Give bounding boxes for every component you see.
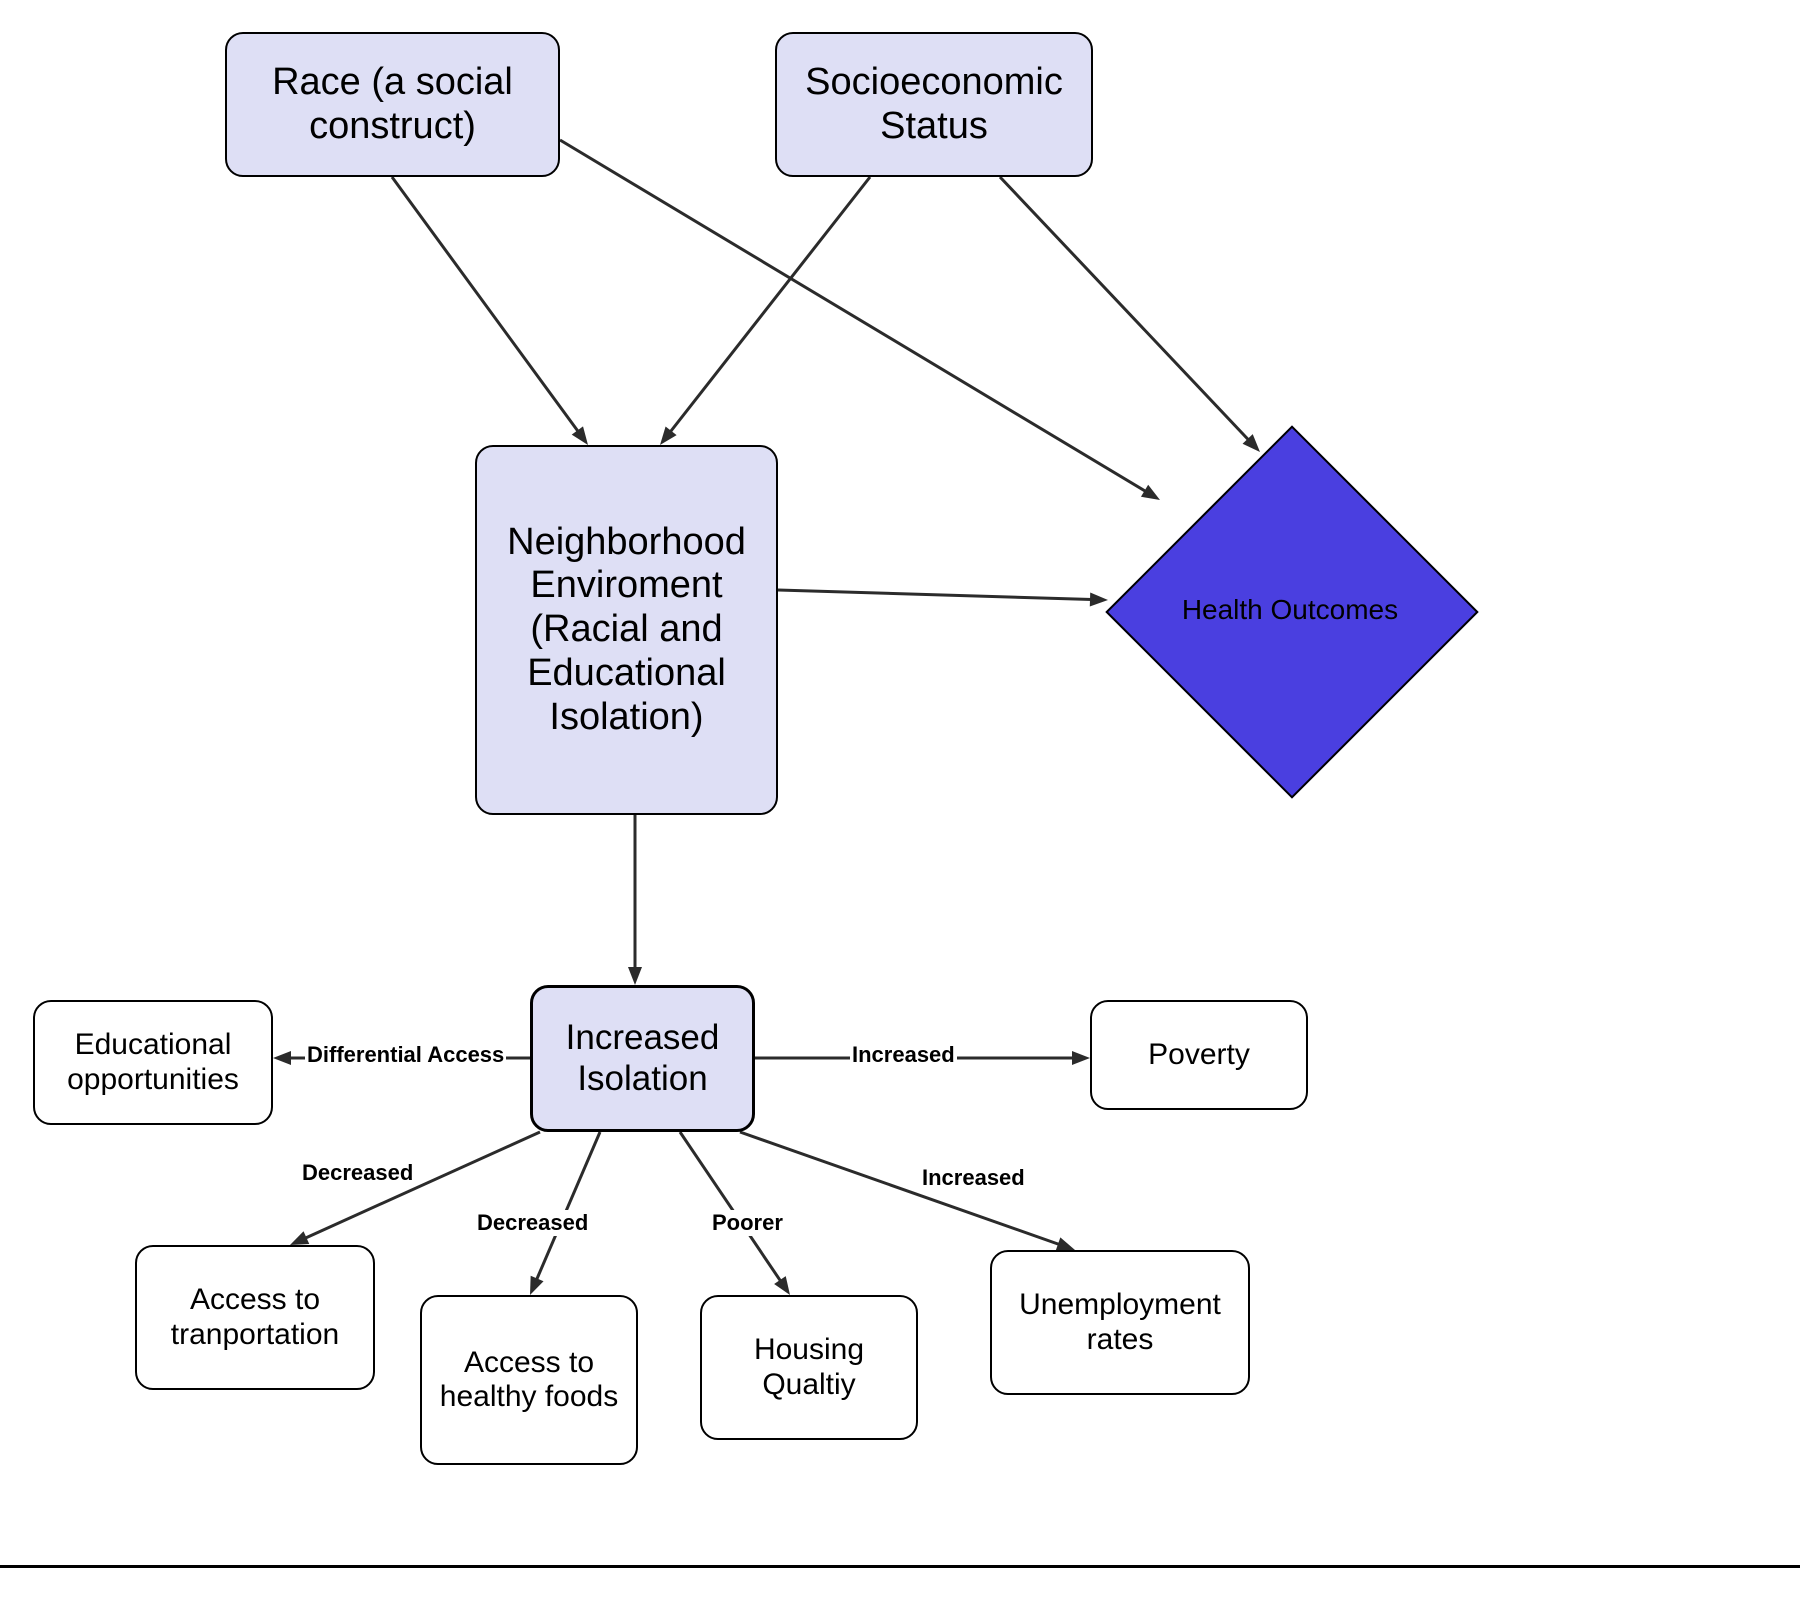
arrowhead-icon bbox=[660, 427, 677, 445]
arrowhead-icon bbox=[273, 1051, 291, 1065]
arrowhead-icon bbox=[1056, 1237, 1075, 1250]
arrowhead-icon bbox=[572, 426, 588, 445]
arrowhead-icon bbox=[774, 1276, 790, 1295]
node-label: Increased Isolation bbox=[541, 1018, 744, 1099]
node-label: Housing Qualtiy bbox=[710, 1333, 908, 1402]
edge-label: Poorer bbox=[710, 1210, 785, 1236]
node-poverty: Poverty bbox=[1090, 1000, 1308, 1110]
node-label: Poverty bbox=[1148, 1038, 1250, 1073]
node-isolation: Increased Isolation bbox=[530, 985, 755, 1132]
node-education: Educational opportunities bbox=[33, 1000, 273, 1125]
edge-line bbox=[1000, 177, 1249, 440]
arrowhead-icon bbox=[290, 1231, 309, 1245]
arrowhead-icon bbox=[530, 1276, 544, 1295]
node-label: Race (a social construct) bbox=[235, 61, 550, 148]
edge-line bbox=[778, 590, 1092, 600]
edge-label: Differential Access bbox=[305, 1042, 506, 1068]
edge-line bbox=[560, 140, 1146, 492]
node-label: Neighborhood Enviroment (Racial and Educ… bbox=[485, 521, 768, 739]
edge-line bbox=[536, 1132, 600, 1280]
diagram-canvas: Race (a social construct) Socioeconomic … bbox=[0, 0, 1800, 1601]
node-foods: Access to healthy foods bbox=[420, 1295, 638, 1465]
edge-line bbox=[680, 1132, 781, 1282]
arrowhead-icon bbox=[628, 967, 642, 985]
edge-label: Increased bbox=[850, 1042, 957, 1068]
node-ses: Socioeconomic Status bbox=[775, 32, 1093, 177]
node-label: Access to healthy foods bbox=[430, 1346, 628, 1415]
node-race: Race (a social construct) bbox=[225, 32, 560, 177]
node-health: Health Outcomes bbox=[1106, 426, 1474, 794]
node-neighborhood: Neighborhood Enviroment (Racial and Educ… bbox=[475, 445, 778, 815]
node-transport: Access to tranportation bbox=[135, 1245, 375, 1390]
edge-line bbox=[392, 177, 578, 432]
arrowhead-icon bbox=[1072, 1051, 1090, 1065]
bottom-rule bbox=[0, 1565, 1800, 1568]
edge-label: Increased bbox=[920, 1165, 1027, 1191]
edge-line bbox=[670, 177, 870, 432]
node-housing: Housing Qualtiy bbox=[700, 1295, 918, 1440]
node-label: Educational opportunities bbox=[43, 1028, 263, 1097]
edge-label: Decreased bbox=[300, 1160, 415, 1186]
edge-label: Decreased bbox=[475, 1210, 590, 1236]
diamond-shape bbox=[1105, 425, 1478, 798]
node-unemployment: Unemployment rates bbox=[990, 1250, 1250, 1395]
node-label: Access to tranportation bbox=[145, 1283, 365, 1352]
node-label: Unemployment rates bbox=[1000, 1288, 1240, 1357]
node-label: Socioeconomic Status bbox=[785, 61, 1083, 148]
